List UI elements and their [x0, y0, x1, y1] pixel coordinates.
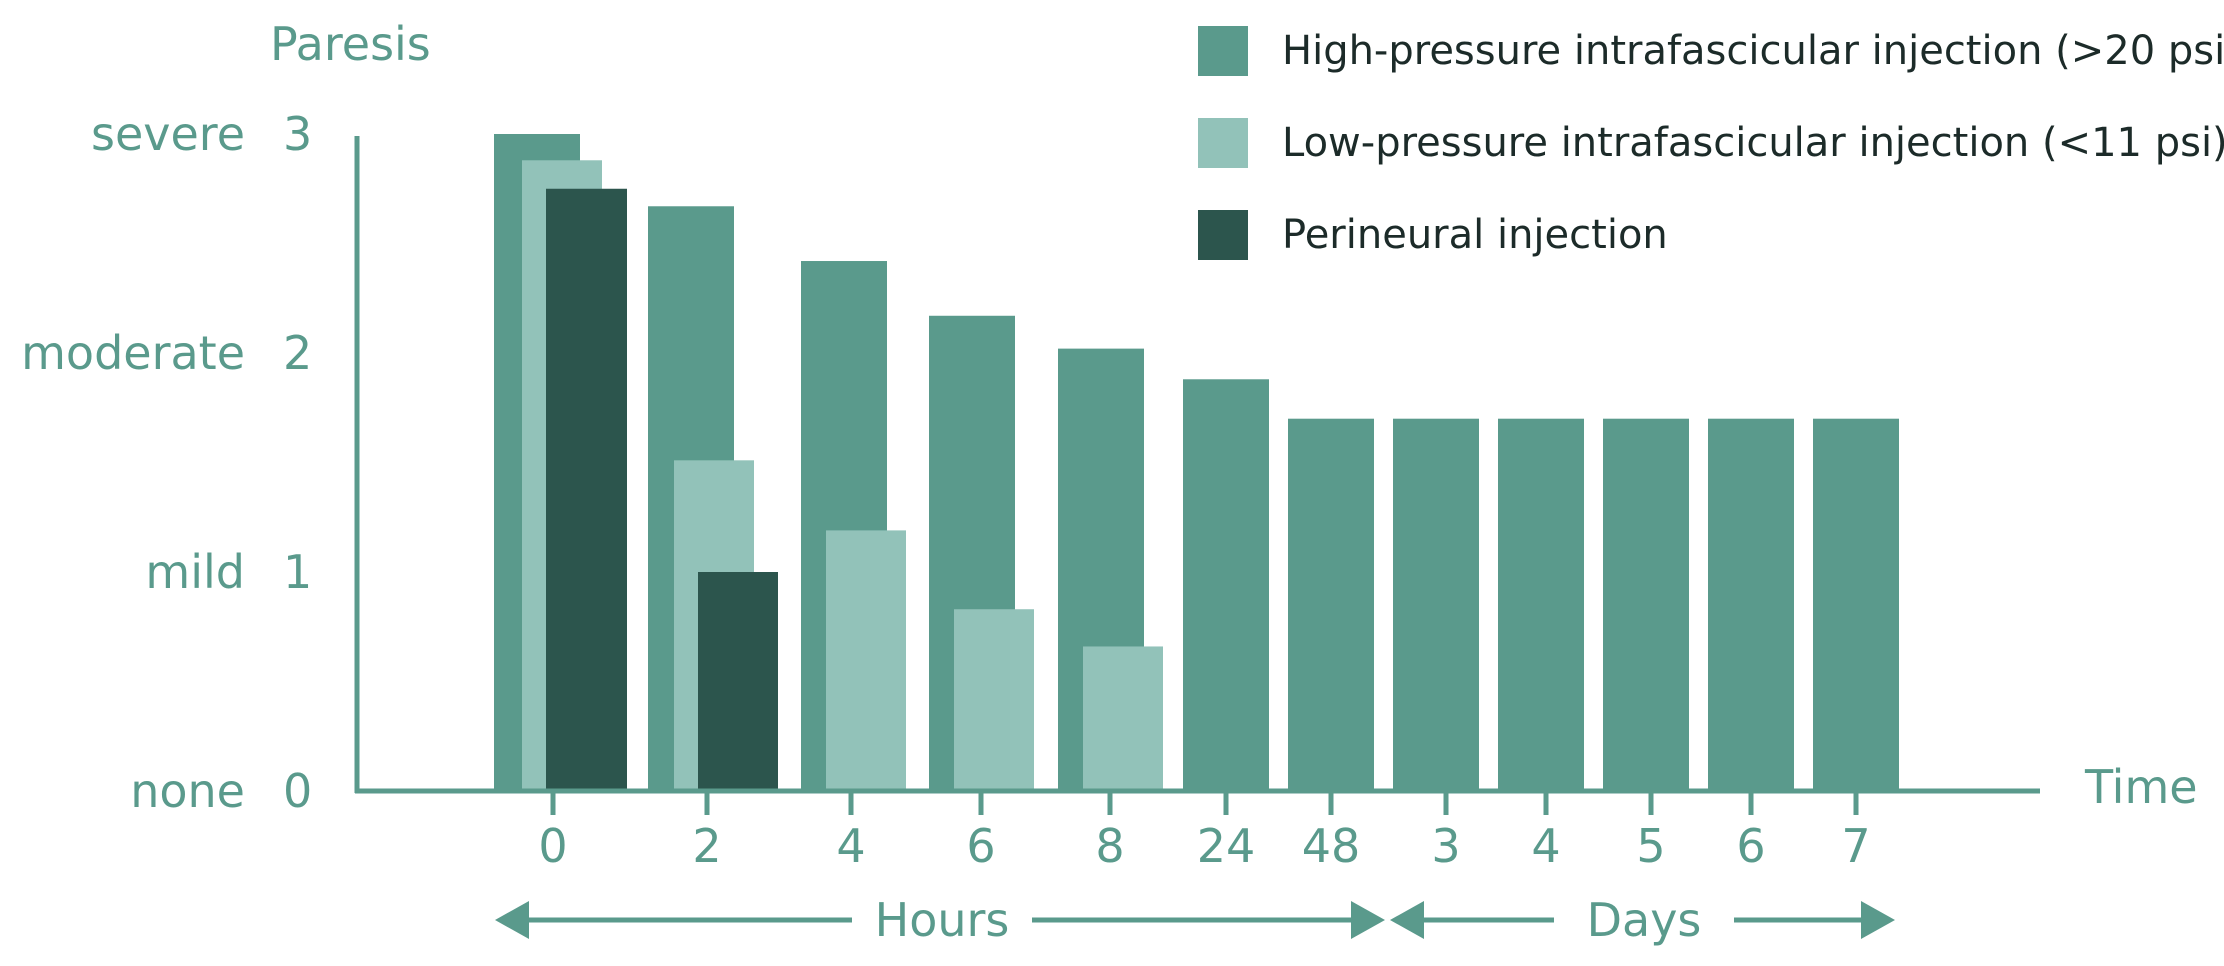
x-tick-label-4: 8 [1095, 819, 1124, 873]
axes-layer: Paresis Time [270, 17, 2198, 814]
x-ticks-layer: 0 2 4 6 8 24 48 3 4 5 6 7 [538, 790, 1871, 873]
legend-label-0: High-pressure intrafascicular injection … [1282, 28, 2224, 74]
y-tick-num-1: 1 [283, 545, 312, 599]
y-tick-num-0: 0 [283, 764, 312, 818]
y-tick-num-2: 2 [283, 326, 312, 380]
group-label-1: Days [1587, 893, 1702, 947]
x-tick-label-9: 5 [1636, 819, 1665, 873]
bar-s0-c11 [1813, 418, 1899, 791]
group-label-0: Hours [875, 893, 1010, 947]
x-tick-label-6: 48 [1302, 819, 1361, 873]
bar-s1-c4 [1083, 646, 1163, 791]
y-tick-num-3: 3 [283, 107, 312, 161]
x-tick-label-10: 6 [1736, 819, 1765, 873]
bar-s0-c5 [1183, 379, 1269, 791]
legend: High-pressure intrafascicular injection … [1198, 26, 2224, 260]
x-tick-label-1: 2 [692, 819, 721, 873]
x-axis-label: Time [2084, 760, 2198, 814]
legend-label-2: Perineural injection [1282, 212, 1668, 258]
y-ticks-layer: none 0 mild 1 moderate 2 severe 3 [21, 107, 312, 818]
x-tick-label-0: 0 [538, 819, 567, 873]
x-tick-label-8: 4 [1531, 819, 1560, 873]
group-arrow-right-1 [1861, 901, 1895, 939]
bar-s1-c2 [826, 530, 906, 791]
y-tick-name-3: severe [91, 107, 245, 161]
group-arrow-right-0 [1351, 901, 1385, 939]
bar-s1-c3 [954, 609, 1034, 791]
x-tick-label-11: 7 [1841, 819, 1870, 873]
y-tick-name-2: moderate [21, 326, 245, 380]
x-tick-label-5: 24 [1197, 819, 1256, 873]
legend-swatch-1 [1198, 118, 1248, 168]
legend-swatch-2 [1198, 210, 1248, 260]
x-tick-label-7: 3 [1431, 819, 1460, 873]
bar-s0-c6 [1288, 418, 1374, 791]
bar-s0-c9 [1603, 418, 1689, 791]
group-arrow-left-1 [1390, 901, 1424, 939]
bars-layer [494, 134, 1899, 791]
legend-swatch-0 [1198, 26, 1248, 76]
y-tick-name-0: none [130, 764, 245, 818]
x-tick-label-2: 4 [836, 819, 865, 873]
bar-s2-c0 [546, 188, 627, 791]
x-tick-label-3: 6 [966, 819, 995, 873]
bar-s0-c7 [1393, 418, 1479, 791]
y-tick-name-1: mild [145, 545, 245, 599]
bar-s0-c8 [1498, 418, 1584, 791]
time-groups-layer: Hours Days [495, 893, 1895, 947]
y-axis-label: Paresis [270, 17, 431, 71]
legend-label-1: Low-pressure intrafascicular injection (… [1282, 120, 2224, 166]
group-arrow-left-0 [495, 901, 529, 939]
bar-s2-c1 [698, 572, 778, 791]
bar-s0-c10 [1708, 418, 1794, 791]
